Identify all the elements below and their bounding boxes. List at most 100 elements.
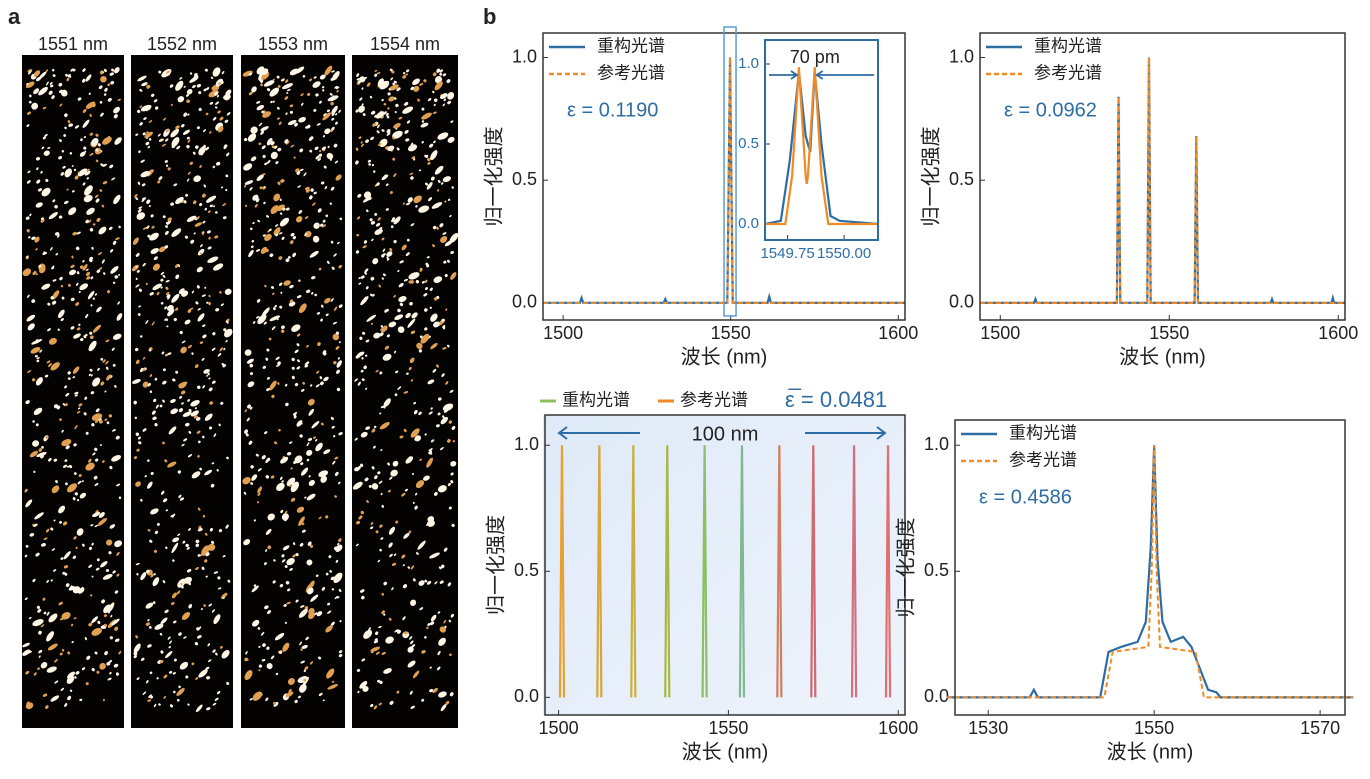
speckle <box>292 235 297 240</box>
speckle <box>326 668 335 679</box>
speckle <box>165 286 169 290</box>
speckle <box>75 546 78 550</box>
speckle <box>181 402 184 405</box>
speckle <box>320 422 324 426</box>
speckle <box>312 202 316 206</box>
speckle <box>260 83 263 87</box>
speckle <box>424 327 428 331</box>
speckle <box>443 327 446 330</box>
speckle <box>304 606 309 610</box>
speckle <box>146 225 150 230</box>
speckle <box>329 570 333 573</box>
speckle <box>114 638 120 643</box>
speckle <box>135 432 140 436</box>
speckle <box>201 294 206 297</box>
speckle <box>328 555 332 559</box>
speckle <box>94 194 99 198</box>
speckle <box>289 568 293 571</box>
speckle <box>378 702 382 706</box>
speckle <box>430 407 433 410</box>
speckle <box>190 410 199 417</box>
speckle <box>54 204 58 209</box>
speckle <box>427 157 431 162</box>
annotation: 70 pm <box>790 47 840 67</box>
speckle <box>272 100 275 103</box>
x-tick-label: 1570 <box>1300 718 1340 738</box>
speckle <box>412 472 415 476</box>
speckle <box>309 250 319 258</box>
speckle <box>306 124 311 129</box>
y-tick-label: 0.0 <box>949 292 974 312</box>
speckle <box>212 116 217 121</box>
speckle <box>148 626 152 629</box>
speckle <box>291 324 301 332</box>
speckle <box>397 308 401 313</box>
speckle <box>70 68 74 72</box>
speckle <box>68 585 75 591</box>
speckle <box>43 537 48 541</box>
speckle <box>184 319 191 325</box>
speckle <box>160 650 164 654</box>
speckle <box>407 318 416 328</box>
speckle <box>194 222 202 227</box>
speckle <box>306 289 311 293</box>
speckle <box>173 317 177 322</box>
speckle <box>64 385 68 389</box>
speckle <box>202 193 206 198</box>
speckle <box>153 398 157 403</box>
speckle <box>91 627 103 636</box>
speckle <box>223 347 226 351</box>
speckle <box>290 497 296 502</box>
speckle <box>424 636 427 639</box>
speckle <box>78 587 85 594</box>
speckle <box>134 416 138 420</box>
speckle <box>299 543 304 547</box>
speckle <box>249 363 254 368</box>
speckle <box>135 481 141 487</box>
legend-swatch <box>540 399 556 403</box>
plot-frame <box>954 419 1346 716</box>
speckle <box>364 268 369 273</box>
speckle <box>292 252 297 258</box>
speckle <box>425 154 429 158</box>
speckle <box>246 417 250 422</box>
speckle <box>172 672 176 675</box>
speckle <box>279 198 282 201</box>
speckle <box>266 376 270 380</box>
speckle <box>162 368 166 372</box>
speckle <box>334 595 338 600</box>
speckle <box>219 116 224 121</box>
speckle-image <box>22 55 124 728</box>
speckle <box>185 422 190 427</box>
speckle <box>251 86 257 93</box>
legend-label: 重构光谱 <box>562 390 630 409</box>
speckle <box>411 644 416 648</box>
speckle <box>109 671 112 675</box>
speckle <box>304 496 307 499</box>
x-tick-label: 1600 <box>878 718 918 738</box>
speckle <box>358 282 362 285</box>
speckle <box>310 188 314 192</box>
speckle <box>440 564 445 569</box>
y-tick-label: 1.0 <box>949 46 974 66</box>
speckle <box>40 662 48 669</box>
speckle <box>448 420 453 424</box>
span-label: 100 nm <box>692 423 759 445</box>
speckle <box>327 95 339 102</box>
speckle <box>322 219 326 223</box>
speckle <box>402 564 405 567</box>
speckle <box>387 462 390 466</box>
speckle <box>64 126 67 130</box>
speckle <box>195 145 199 149</box>
series-line <box>980 57 1345 304</box>
speckle <box>48 457 52 462</box>
speckle <box>40 170 43 174</box>
speckle <box>371 483 379 490</box>
speckle <box>360 369 364 373</box>
speckle <box>188 430 192 434</box>
speckle <box>421 698 425 702</box>
speckle <box>249 698 253 701</box>
speckle <box>165 128 169 133</box>
speckle <box>316 312 321 315</box>
speckle <box>450 480 454 484</box>
